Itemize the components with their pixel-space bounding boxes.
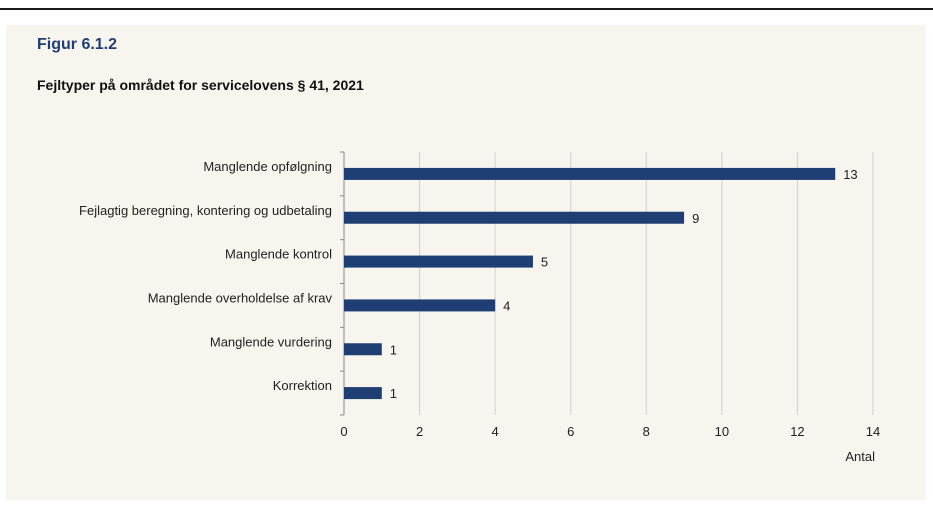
x-tick-label: 14: [866, 424, 880, 439]
category-label: Manglende opfølgning: [203, 159, 332, 174]
value-label: 4: [503, 298, 510, 313]
bar: [344, 211, 685, 224]
category-label: Manglende overholdelse af krav: [148, 290, 333, 305]
value-label: 9: [692, 211, 699, 226]
x-tick-label: 10: [715, 424, 729, 439]
x-tick-label: 2: [416, 424, 423, 439]
bar: [344, 167, 836, 180]
category-label: Manglende vurdering: [210, 334, 332, 349]
figure-title: Fejltyper på området for servicelovens §…: [37, 77, 364, 93]
bar: [344, 299, 496, 312]
category-axis: [340, 151, 345, 416]
x-tick-label: 4: [492, 424, 499, 439]
category-label: Korrektion: [273, 378, 332, 393]
value-label: 1: [390, 386, 397, 401]
value-label: 13: [843, 167, 857, 182]
bar: [344, 255, 533, 268]
bar: [344, 387, 382, 400]
figure-label: Figur 6.1.2: [37, 36, 118, 53]
x-tick-label: 12: [790, 424, 804, 439]
category-label: Manglende kontrol: [225, 247, 332, 262]
grid-lines: [419, 152, 874, 415]
bars: [344, 167, 836, 400]
x-tick-label: 0: [340, 424, 347, 439]
value-label: 1: [390, 342, 397, 357]
value-label: 5: [541, 255, 548, 270]
x-tick-label: 8: [643, 424, 650, 439]
x-tick-label: 6: [567, 424, 574, 439]
bar: [344, 343, 382, 356]
x-axis-title: Antal: [845, 449, 875, 464]
category-label: Fejlagtig beregning, kontering og udbeta…: [79, 203, 332, 218]
top-rule: [0, 8, 933, 10]
